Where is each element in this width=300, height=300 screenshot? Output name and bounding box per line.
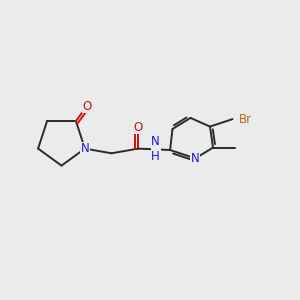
Text: Br: Br [239,112,252,126]
Text: N
H: N H [151,135,160,164]
Text: N: N [80,142,89,155]
Text: O: O [82,100,92,113]
Text: O: O [134,121,143,134]
Text: N: N [191,152,200,165]
